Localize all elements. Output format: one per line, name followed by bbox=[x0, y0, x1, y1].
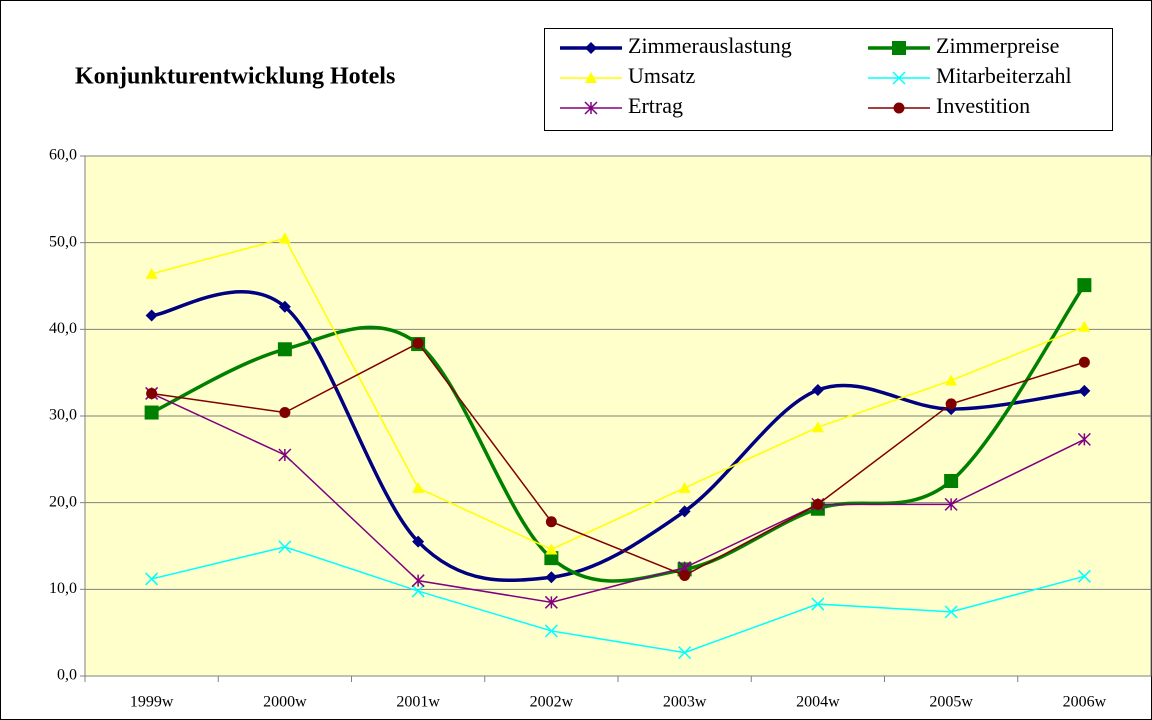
marker bbox=[944, 605, 958, 619]
marker bbox=[812, 498, 824, 510]
marker bbox=[892, 71, 906, 85]
marker bbox=[278, 448, 292, 462]
marker bbox=[544, 624, 558, 638]
marker bbox=[146, 387, 158, 399]
marker bbox=[678, 481, 691, 493]
y-tick-label: 20,0 bbox=[49, 493, 77, 510]
marker bbox=[1077, 432, 1091, 446]
marker bbox=[279, 407, 291, 419]
marker bbox=[944, 474, 959, 488]
marker bbox=[278, 232, 291, 244]
legend bbox=[544, 28, 1113, 131]
marker bbox=[1078, 384, 1091, 397]
marker bbox=[945, 374, 958, 386]
series-line bbox=[151, 342, 1085, 577]
x-tick-label: 2004w bbox=[796, 694, 840, 711]
marker bbox=[411, 574, 425, 588]
marker bbox=[585, 42, 597, 54]
marker bbox=[145, 267, 158, 279]
legend-label: Umsatz bbox=[628, 63, 695, 88]
marker bbox=[545, 516, 557, 528]
marker bbox=[544, 551, 559, 566]
marker bbox=[545, 571, 558, 584]
marker bbox=[145, 309, 158, 322]
x-tick-label: 2005w bbox=[929, 694, 973, 711]
legend-label: Investition bbox=[936, 93, 1030, 118]
y-tick-label: 50,0 bbox=[49, 233, 77, 250]
series-line bbox=[151, 546, 1085, 654]
marker bbox=[1078, 356, 1090, 368]
marker bbox=[678, 505, 691, 518]
marker bbox=[811, 597, 825, 611]
x-tick-label: 2006w bbox=[1063, 694, 1107, 711]
legend-label: Zimmerauslastung bbox=[628, 33, 792, 58]
marker bbox=[277, 342, 292, 357]
y-tick-label: 30,0 bbox=[49, 407, 77, 424]
marker bbox=[412, 535, 425, 548]
marker bbox=[811, 421, 824, 433]
x-tick-label: 2003w bbox=[663, 694, 707, 711]
y-tick-label: 0,0 bbox=[57, 667, 77, 684]
marker bbox=[278, 300, 291, 313]
marker bbox=[1077, 569, 1091, 583]
x-tick-label: 2002w bbox=[530, 694, 574, 711]
marker bbox=[678, 646, 692, 660]
y-tick-label: 40,0 bbox=[49, 320, 77, 337]
marker bbox=[893, 102, 905, 114]
marker bbox=[412, 481, 425, 493]
x-tick-label: 2001w bbox=[396, 694, 440, 711]
marker bbox=[892, 41, 906, 55]
marker bbox=[585, 72, 597, 83]
marker bbox=[584, 101, 598, 115]
marker bbox=[544, 595, 558, 609]
marker bbox=[144, 405, 159, 420]
marker bbox=[944, 497, 958, 511]
marker bbox=[1078, 320, 1091, 332]
chart-title: Konjunkturentwicklung Hotels bbox=[75, 64, 395, 90]
x-tick-label: 2000w bbox=[263, 694, 307, 711]
series-line bbox=[151, 237, 1085, 551]
y-tick-label: 10,0 bbox=[49, 580, 77, 597]
marker bbox=[278, 540, 292, 554]
marker bbox=[412, 337, 424, 349]
legend-label: Mitarbeiterzahl bbox=[936, 63, 1072, 88]
marker bbox=[545, 543, 558, 555]
marker bbox=[811, 384, 824, 396]
y-tick-label: 60,0 bbox=[49, 147, 77, 164]
marker bbox=[679, 569, 691, 581]
marker bbox=[945, 398, 957, 410]
legend-label: Ertrag bbox=[628, 93, 683, 118]
legend-label: Zimmerpreise bbox=[936, 33, 1059, 58]
marker bbox=[411, 584, 425, 598]
series-line bbox=[151, 290, 1085, 583]
series-line bbox=[151, 392, 1085, 604]
marker bbox=[145, 572, 159, 586]
x-tick-label: 1999w bbox=[130, 694, 174, 711]
marker bbox=[1077, 278, 1092, 293]
